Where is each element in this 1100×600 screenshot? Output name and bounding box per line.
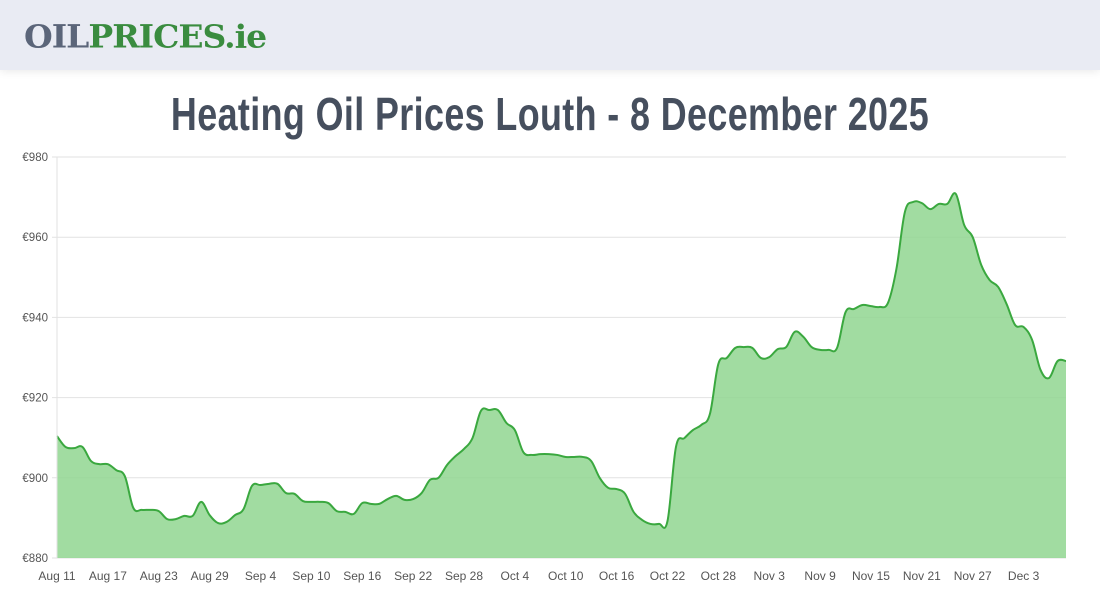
x-tick-label: Dec 3 xyxy=(1008,569,1040,583)
x-tick-label: Oct 10 xyxy=(548,569,584,583)
y-axis-labels: €880 €900 €920 €940 €960 €980 xyxy=(22,152,48,565)
x-tick-label: Aug 23 xyxy=(140,569,178,583)
page-title: Heating Oil Prices Louth - 8 December 20… xyxy=(170,88,930,140)
x-tick-label: Sep 22 xyxy=(394,569,432,583)
y-tick-label: €920 xyxy=(22,393,48,405)
x-tick-label: Nov 3 xyxy=(754,569,786,583)
x-tick-label: Sep 4 xyxy=(245,569,277,583)
x-tick-label: Oct 16 xyxy=(599,569,635,583)
price-line[interactable] xyxy=(56,192,1067,529)
logo-prices-text: PRICES.ie xyxy=(88,18,267,56)
x-tick-label: Oct 4 xyxy=(501,569,530,583)
y-tick-label: €940 xyxy=(22,312,48,324)
x-tick-label: Oct 28 xyxy=(701,569,737,583)
y-tick-label: €900 xyxy=(22,473,48,485)
x-tick-label: Nov 27 xyxy=(954,569,992,583)
site-header: OILPRICES.ie xyxy=(0,0,1100,70)
x-tick-label: Aug 17 xyxy=(89,569,127,583)
x-tick-label: Sep 10 xyxy=(292,569,330,583)
x-tick-label: Aug 11 xyxy=(38,569,75,583)
x-axis-labels: Aug 11 Aug 17 Aug 23 Aug 29 Sep 4 Sep 10 Sep 1… xyxy=(38,569,1039,583)
price-area-fill xyxy=(57,193,1066,558)
x-tick-label: Sep 28 xyxy=(445,569,483,583)
x-tick-label: Aug 29 xyxy=(191,569,229,583)
x-tick-label: Sep 16 xyxy=(343,569,381,583)
x-tick-label: Nov 21 xyxy=(903,569,941,583)
logo-oil-text: OIL xyxy=(24,18,89,56)
site-logo[interactable]: OILPRICES.ie xyxy=(24,18,267,56)
x-tick-label: Nov 9 xyxy=(804,569,836,583)
y-tick-label: €980 xyxy=(22,152,48,164)
x-tick-label: Oct 22 xyxy=(650,569,686,583)
y-tick-label: €960 xyxy=(22,232,48,244)
x-tick-label: Nov 15 xyxy=(852,569,890,583)
y-tick-label: €880 xyxy=(22,553,48,565)
